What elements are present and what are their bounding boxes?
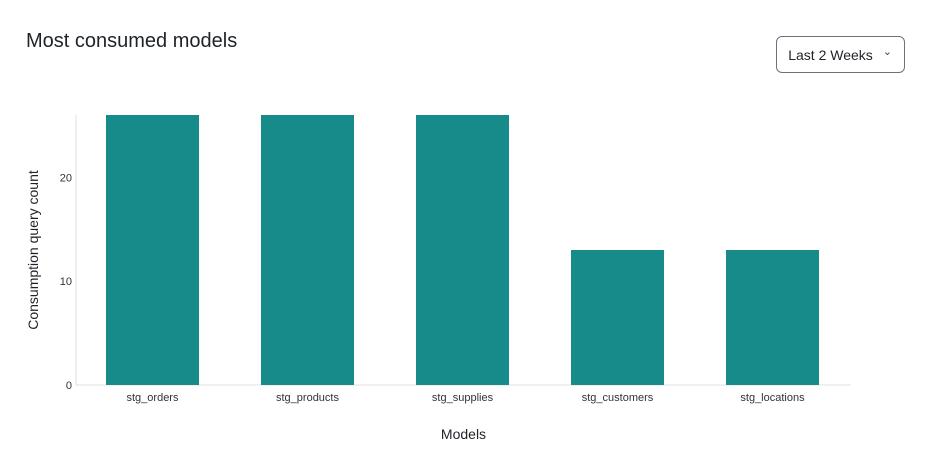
y-tick-label: 20 xyxy=(60,172,72,184)
bar-stg_orders xyxy=(106,115,199,385)
bar-stg_supplies xyxy=(416,115,509,385)
y-axis-label: Consumption query count xyxy=(25,170,41,330)
y-tick-label: 10 xyxy=(60,276,72,288)
y-tick-label: 0 xyxy=(66,380,72,392)
chevron-down-icon: ⌄ xyxy=(882,46,892,58)
x-tick-label: stg_products xyxy=(276,392,339,404)
bar-stg_products xyxy=(261,115,354,385)
x-tick-label: stg_supplies xyxy=(432,392,494,404)
x-tick-label: stg_customers xyxy=(582,392,654,404)
range-select[interactable]: Last 2 Weeks ⌄ xyxy=(776,36,905,73)
page-title: Most consumed models xyxy=(26,30,238,52)
range-select-value: Last 2 Weeks xyxy=(788,46,873,63)
x-tick-label: stg_locations xyxy=(740,392,805,404)
x-axis-label: Models xyxy=(441,426,486,442)
bar-stg_customers xyxy=(571,250,664,385)
x-tick-label: stg_orders xyxy=(127,392,179,404)
bar-stg_locations xyxy=(726,250,819,385)
